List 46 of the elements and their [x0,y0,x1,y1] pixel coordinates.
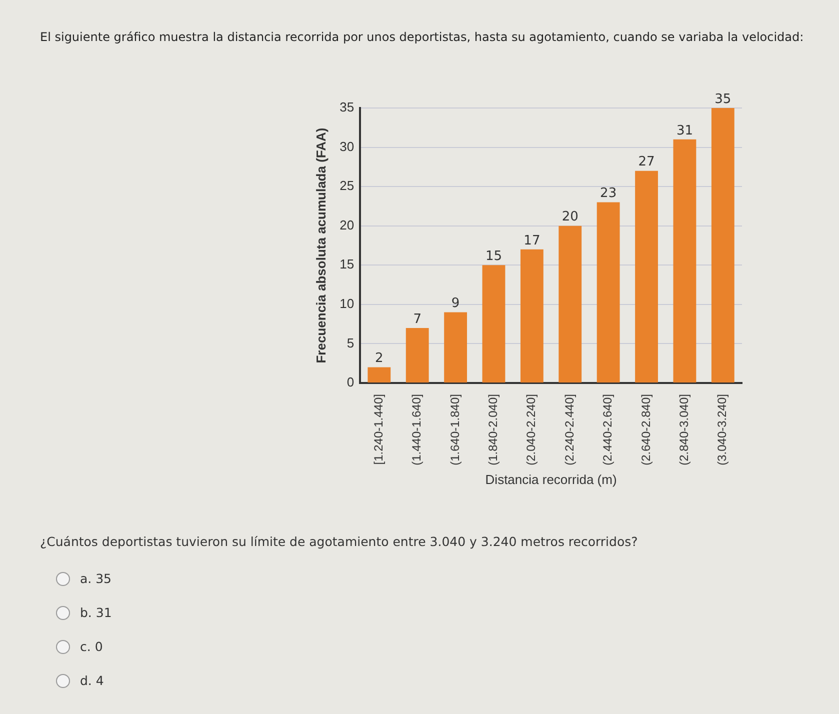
data-label: 7 [413,312,422,327]
bar [520,249,544,383]
x-tick-label: (2.040-2.240] [524,394,538,466]
bar [558,226,582,383]
y-tick-label: 30 [340,138,354,154]
bar [596,202,620,383]
y-tick-label: 15 [340,256,354,272]
text: b. 31 [80,605,112,620]
data-label: 23 [600,186,617,202]
y-tick-label: 0 [346,374,354,390]
data-label: 20 [562,210,578,225]
text: ¿Cuántos deportistas tuvieron su límite de agotamiento entre 3.040 y 3.240 metros recorridos? [40,534,638,549]
text: a. 35 [80,571,112,586]
y-axis-title: Frecuencia absoluta acumulada (FAA) [313,128,328,364]
text: d. 4 [80,673,104,688]
y-tick-label: 20 [340,217,354,232]
y-tick-label: 25 [340,178,354,194]
bar [482,265,506,383]
x-tick-label: (1.440-1.640] [410,394,424,466]
data-label: 9 [451,296,460,312]
data-label: 15 [485,249,502,264]
data-label: 27 [638,154,655,170]
bar [635,170,658,383]
chart-title: El siguiente gráfico muestra la distancia recorrida por unos deportistas, hasta su agotamiento, cuando se variaba la velocidad: [40,30,805,44]
data-label: 2 [375,351,384,366]
x-axis-title: Distancia recorrida (m) [485,472,617,487]
x-tick-label: (2.640-2.840] [638,394,653,466]
x-tick-label: (2.240-2.440] [562,394,576,466]
y-tick-label: 35 [340,100,354,115]
bar [673,139,696,383]
data-label: 35 [714,92,732,107]
bar [368,367,391,383]
x-tick-label: (2.840-3.040] [677,394,692,466]
x-tick-label: (1.840-2.040] [486,394,500,466]
x-tick-label: [1.240-1.440] [371,394,386,465]
x-tick-label: (3.040-3.240] [715,394,730,466]
y-tick-label: 10 [340,296,354,312]
data-label: 31 [676,123,693,138]
text: c. 0 [80,639,103,654]
bar [444,312,468,383]
data-label: 17 [524,233,540,248]
x-tick-label: (1.640-1.840] [448,394,462,466]
y-tick-label: 5 [346,335,354,350]
bar [406,328,429,383]
bar [711,108,734,383]
x-tick-label: (2.440-2.640] [600,394,615,466]
